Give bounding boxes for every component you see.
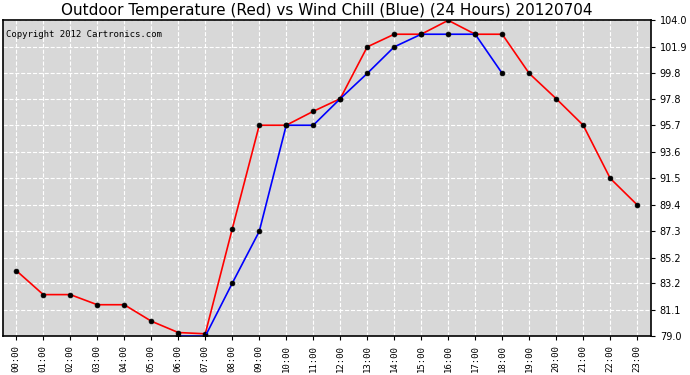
Text: Copyright 2012 Cartronics.com: Copyright 2012 Cartronics.com xyxy=(6,30,162,39)
Title: Outdoor Temperature (Red) vs Wind Chill (Blue) (24 Hours) 20120704: Outdoor Temperature (Red) vs Wind Chill … xyxy=(61,3,593,18)
